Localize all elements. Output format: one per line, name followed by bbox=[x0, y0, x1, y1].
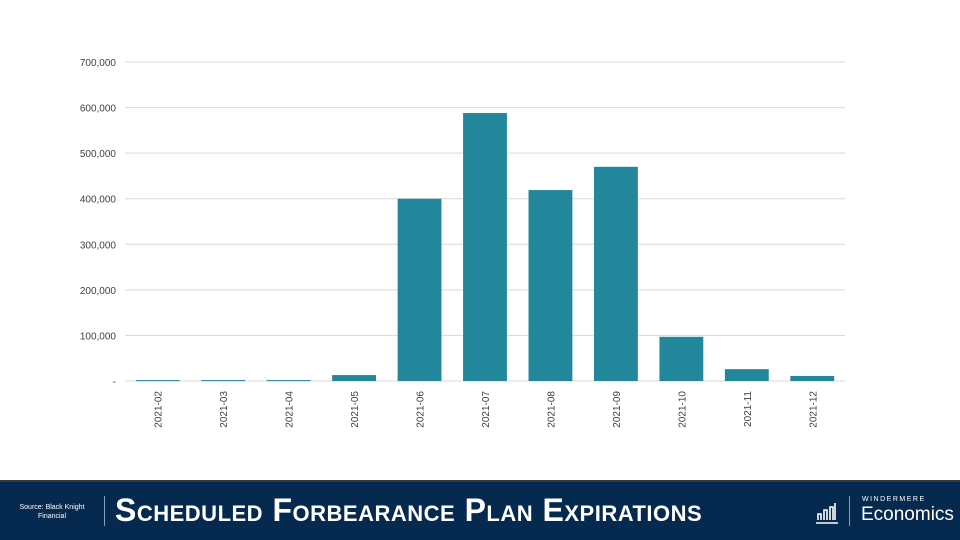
x-tick-label: 2021-11 bbox=[743, 391, 754, 427]
bar bbox=[724, 369, 769, 381]
brand-economics: Economics bbox=[861, 504, 954, 525]
bar bbox=[266, 380, 311, 382]
x-tick-label: 2021-04 bbox=[285, 391, 296, 428]
footer-bar: Source: Black Knight Financial Scheduled… bbox=[0, 480, 960, 540]
x-tick-label: 2021-06 bbox=[416, 391, 427, 428]
y-tick-label: 400,000 bbox=[80, 195, 117, 206]
bar bbox=[135, 380, 180, 382]
bar bbox=[593, 166, 638, 381]
bar bbox=[397, 198, 442, 381]
bar bbox=[463, 113, 507, 381]
bar bbox=[201, 380, 246, 382]
y-tick-label: 600,000 bbox=[80, 104, 117, 115]
x-tick-label: 2021-02 bbox=[154, 391, 165, 428]
y-tick-label: 300,000 bbox=[80, 240, 117, 251]
bar-chart: - 100,000 200,000 300,000 400,000 500,000 600,… bbox=[80, 58, 845, 428]
x-tick-label: 2021-03 bbox=[219, 391, 230, 428]
x-tick-label: 2021-12 bbox=[808, 391, 819, 428]
x-tick-label: 2021-08 bbox=[546, 391, 557, 428]
bar-chart-logo-icon bbox=[816, 503, 838, 524]
y-tick-label: 100,000 bbox=[80, 331, 117, 342]
slide-title: Scheduled Forbearance Plan Expirations bbox=[115, 492, 703, 528]
bar bbox=[332, 375, 377, 381]
y-tick-label: 200,000 bbox=[80, 286, 117, 297]
divider bbox=[104, 496, 105, 526]
x-tick-label: 2021-05 bbox=[350, 391, 361, 428]
x-tick-label: 2021-09 bbox=[612, 391, 623, 428]
y-tick-label: 700,000 bbox=[80, 58, 117, 69]
bar bbox=[659, 336, 704, 381]
bar bbox=[528, 190, 573, 381]
x-tick-label: 2021-07 bbox=[481, 391, 492, 428]
brand-name: WINDERMERE bbox=[862, 496, 926, 503]
y-tick-label: - bbox=[113, 377, 116, 388]
source-note: Source: Black Knight Financial bbox=[19, 504, 85, 520]
divider bbox=[849, 496, 850, 526]
y-tick-label: 500,000 bbox=[80, 149, 117, 160]
bar bbox=[790, 375, 835, 381]
x-tick-label: 2021-10 bbox=[677, 391, 688, 428]
